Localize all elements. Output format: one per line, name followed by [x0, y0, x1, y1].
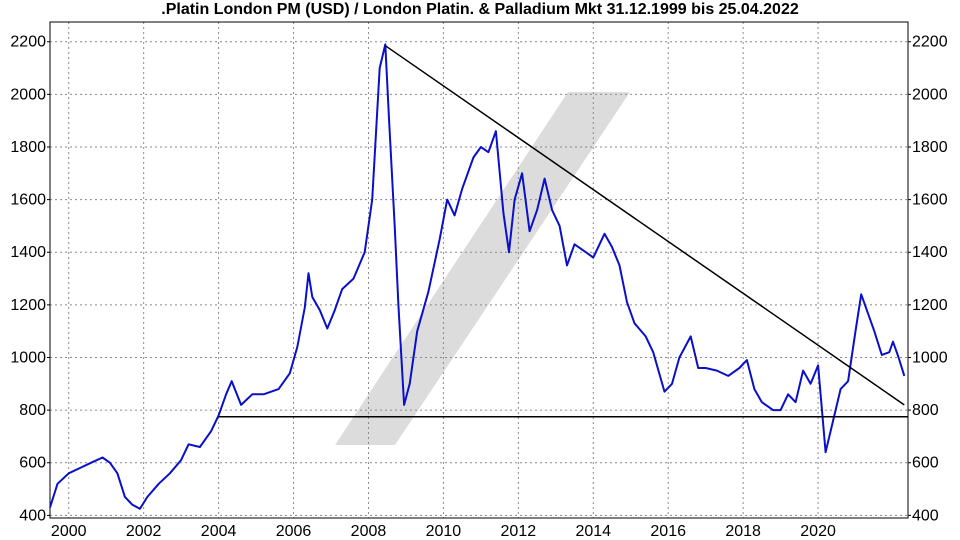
- x-tick-label: 2004: [201, 523, 237, 540]
- plot-frame: [49, 21, 909, 519]
- x-tick-label: 2000: [51, 523, 87, 540]
- y-tick-label-right: 1200: [912, 297, 948, 314]
- y-tick-label-right: 1400: [912, 244, 948, 261]
- x-tick-label: 2020: [800, 523, 836, 540]
- y-tick-label-left: 1600: [10, 192, 46, 209]
- grid-layer: [50, 22, 908, 518]
- y-tick-label-left: 800: [19, 402, 46, 419]
- y-tick-label-right: 1800: [912, 139, 948, 156]
- x-tick-label: 2002: [126, 523, 162, 540]
- chart-title: .Platin London PM (USD) / London Platin.…: [161, 1, 799, 18]
- y-tick-label-left: 2200: [10, 34, 46, 51]
- y-tick-label-right: 1600: [912, 192, 948, 209]
- y-tick-label-left: 400: [19, 507, 46, 524]
- y-tick-label-left: 600: [19, 455, 46, 472]
- y-tick-label-left: 1000: [10, 349, 46, 366]
- tick-layer: 400 400 600 600 800 800 1000 1000 1200 1200 1400 14…: [10, 34, 947, 540]
- x-tick-label: 2008: [351, 523, 387, 540]
- y-tick-label-right: 400: [912, 507, 939, 524]
- watermark-layer: [335, 92, 630, 445]
- price-series-line: [49, 43, 906, 510]
- y-tick-label-right: 1000: [912, 349, 948, 366]
- trend-line: [384, 45, 905, 406]
- x-tick-label: 2018: [725, 523, 761, 540]
- y-tick-label-right: 600: [912, 455, 939, 472]
- watermark-shape: [335, 92, 630, 445]
- y-tick-label-left: 2000: [10, 86, 46, 103]
- y-tick-label-left: 1800: [10, 139, 46, 156]
- y-tick-label-left: 1200: [10, 297, 46, 314]
- x-tick-label: 2012: [501, 523, 537, 540]
- y-tick-label-right: 2200: [912, 34, 948, 51]
- frame-layer: [49, 21, 909, 519]
- y-tick-label-left: 1400: [10, 244, 46, 261]
- y-tick-label-right: 800: [912, 402, 939, 419]
- x-tick-label: 2016: [650, 523, 686, 540]
- series-layer: [49, 43, 906, 510]
- y-tick-label-right: 2000: [912, 86, 948, 103]
- x-tick-label: 2010: [426, 523, 462, 540]
- x-tick-label: 2014: [575, 523, 611, 540]
- trend-layer: [218, 45, 908, 418]
- x-tick-label: 2006: [276, 523, 312, 540]
